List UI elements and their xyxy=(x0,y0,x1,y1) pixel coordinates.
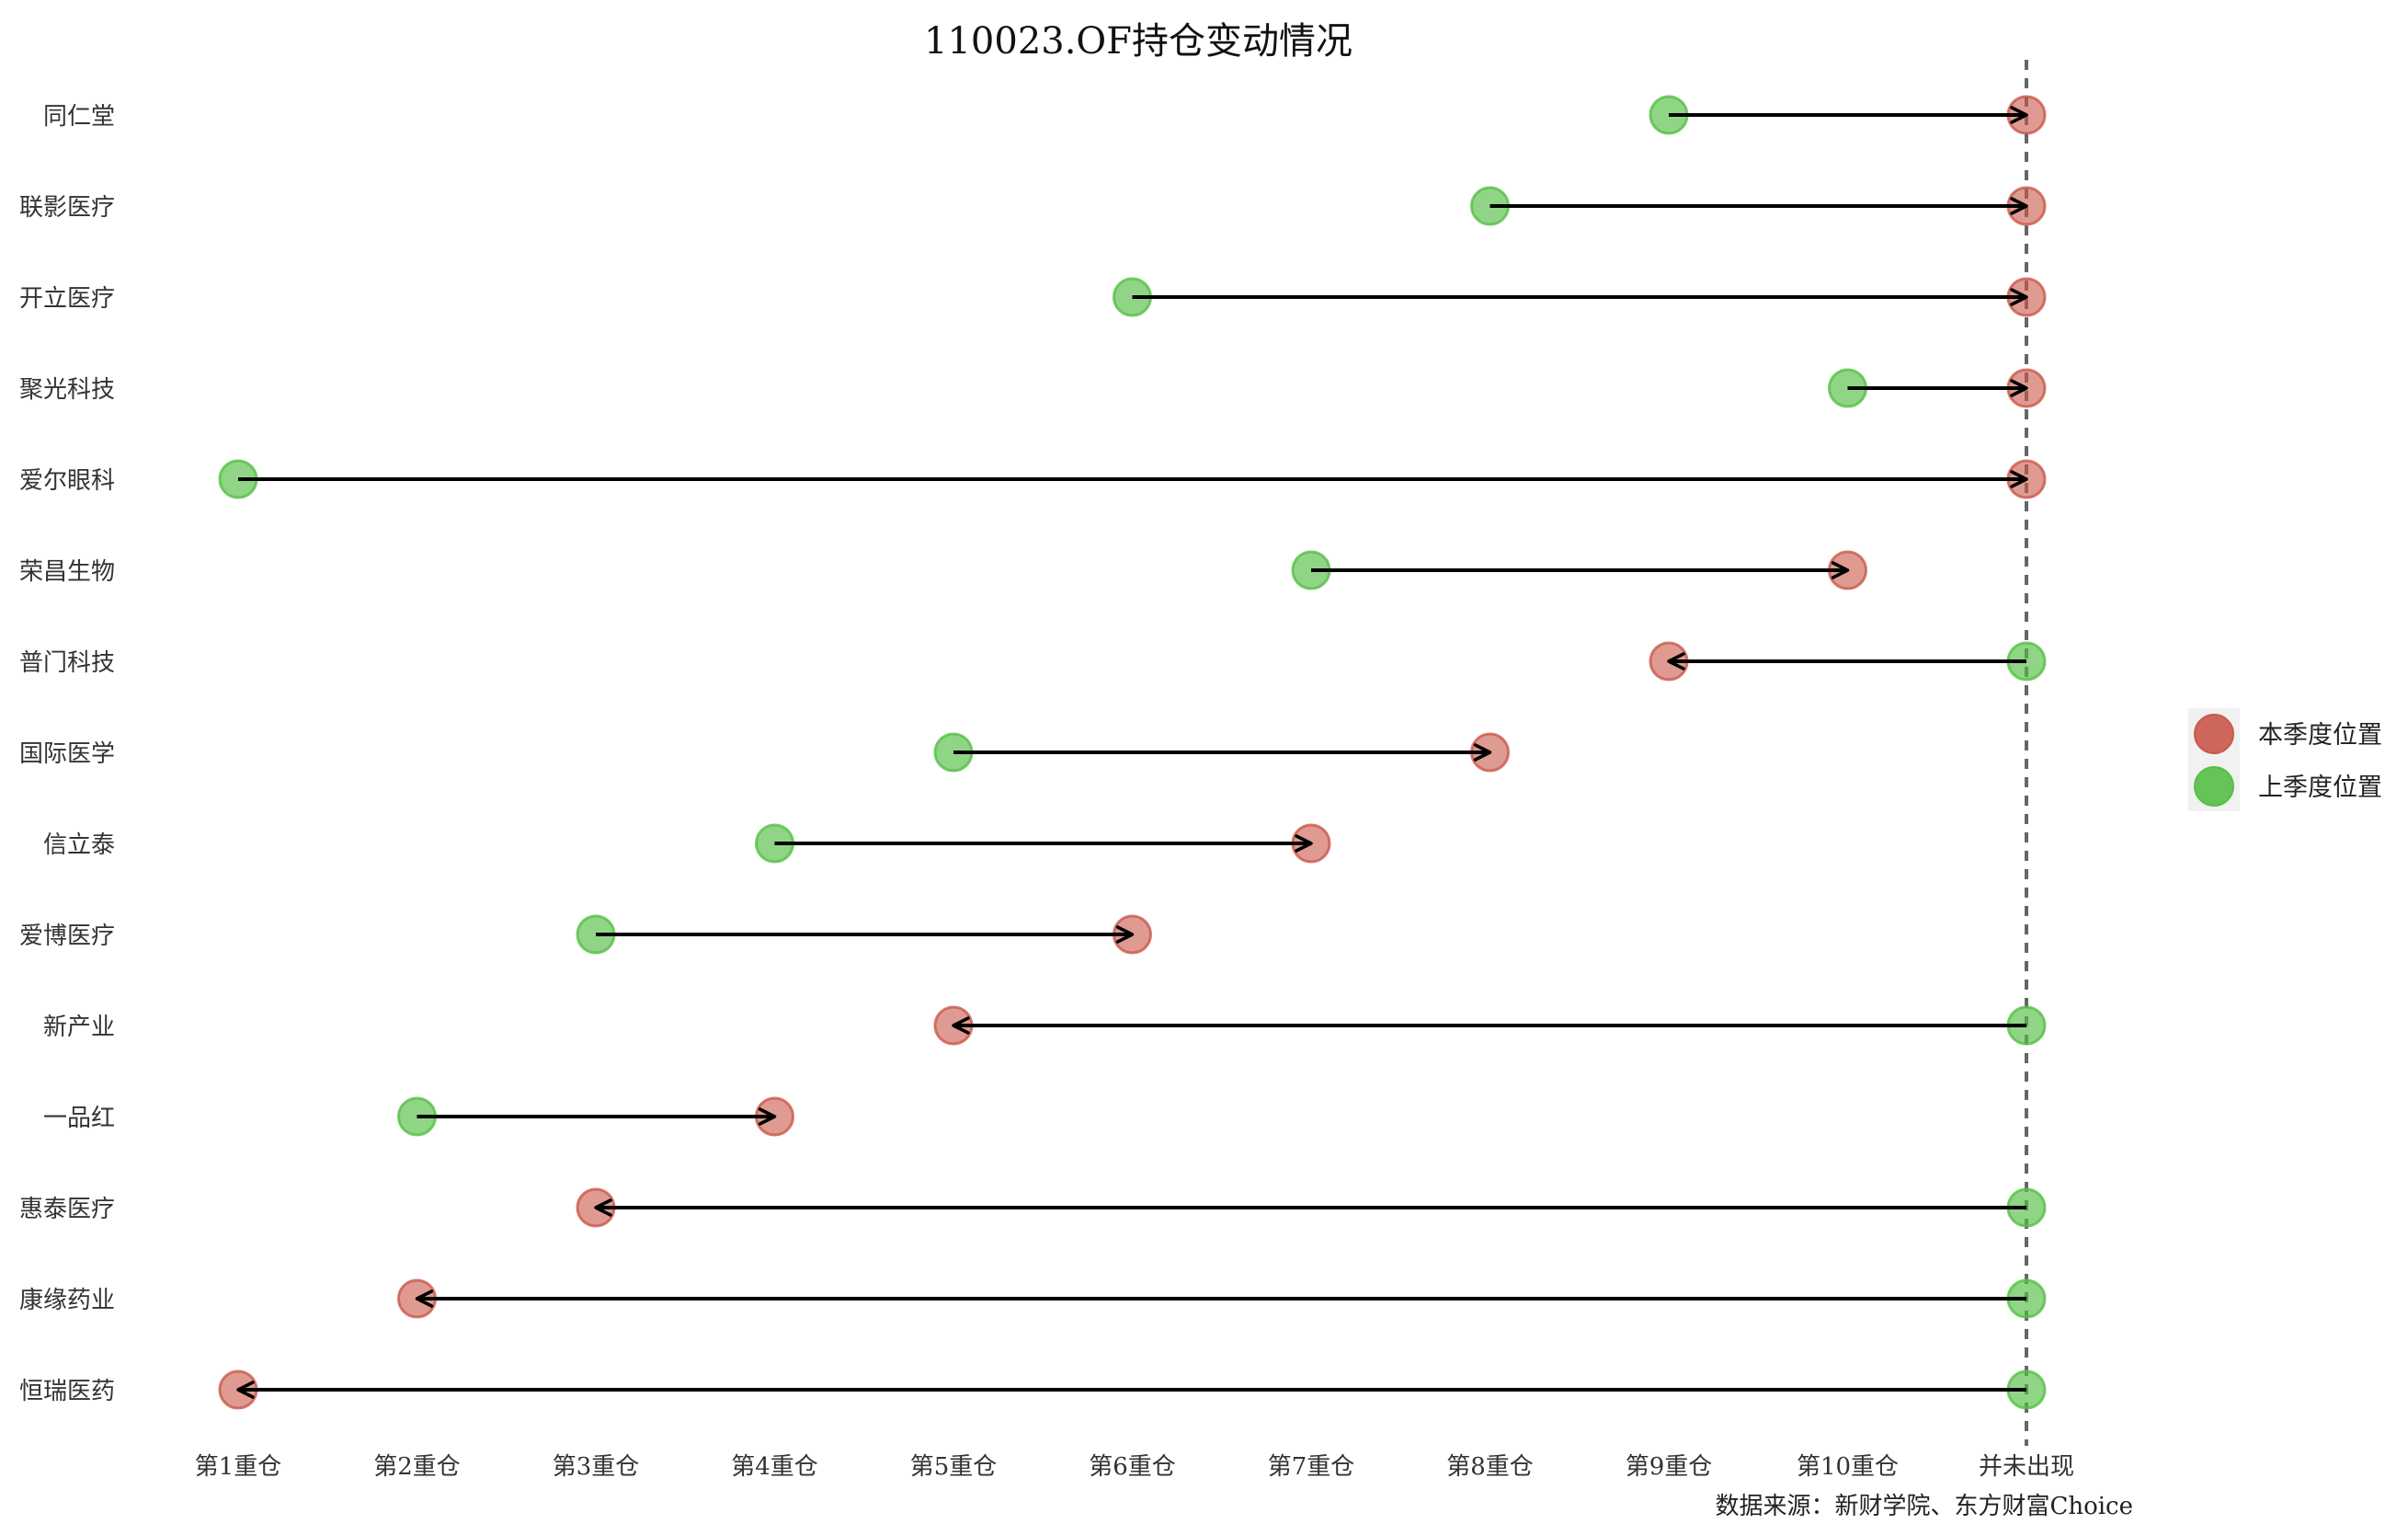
stock-row: 开立医疗 xyxy=(19,277,2047,317)
stock-row: 惠泰医疗 xyxy=(19,1187,2047,1228)
stock-name-label: 联影医疗 xyxy=(19,194,115,222)
stock-row: 同仁堂 xyxy=(43,95,2047,135)
stock-name-label: 恒瑞医药 xyxy=(19,1378,115,1405)
stock-name-label: 爱尔眼科 xyxy=(19,467,115,495)
plot-area: 第1重仓 第2重仓 第3重仓 第4重仓 第5重仓 第6重仓 第7重仓 第8重仓 第9重仓 第10重… xyxy=(19,60,2074,1481)
stock-row: 一品红 xyxy=(43,1096,794,1137)
stock-name-label: 荣昌生物 xyxy=(19,558,115,586)
x-tick-label: 第6重仓 xyxy=(1089,1453,1176,1481)
stock-row: 国际医学 xyxy=(19,732,1510,773)
legend-label: 上季度位置 xyxy=(2258,773,2382,802)
stock-row: 新产业 xyxy=(43,1005,2047,1046)
x-tick-label: 第3重仓 xyxy=(553,1453,640,1481)
chart-title: 110023.OF持仓变动情况 xyxy=(924,20,1352,63)
stock-name-label: 开立医疗 xyxy=(19,285,115,313)
stock-name-label: 聚光科技 xyxy=(19,376,115,404)
stock-name-label: 普门科技 xyxy=(19,649,115,677)
x-tick-label: 并未出现 xyxy=(1979,1453,2074,1481)
stock-row: 荣昌生物 xyxy=(19,550,1867,590)
stock-name-label: 新产业 xyxy=(43,1014,115,1041)
stock-row: 信立泰 xyxy=(43,823,1331,864)
stock-name-label: 国际医学 xyxy=(19,740,115,768)
stock-name-label: 一品红 xyxy=(43,1105,115,1132)
stock-name-label: 爱博医疗 xyxy=(19,922,115,950)
x-tick-label: 第10重仓 xyxy=(1797,1453,1899,1481)
stock-row: 普门科技 xyxy=(19,641,2047,682)
stock-row: 联影医疗 xyxy=(19,186,2047,226)
stock-row: 爱尔眼科 xyxy=(19,459,2047,499)
stock-name-label: 同仁堂 xyxy=(43,103,115,131)
x-tick-label: 第5重仓 xyxy=(910,1453,998,1481)
stock-row: 爱博医疗 xyxy=(19,914,1152,955)
x-tick-label: 第1重仓 xyxy=(195,1453,282,1481)
stock-name-label: 惠泰医疗 xyxy=(19,1196,115,1223)
stock-row: 恒瑞医药 xyxy=(19,1369,2047,1410)
legend-marker xyxy=(2194,714,2234,754)
x-tick-label: 第7重仓 xyxy=(1268,1453,1355,1481)
stock-row: 康缘药业 xyxy=(19,1278,2047,1319)
legend-label: 本季度位置 xyxy=(2258,721,2382,750)
stock-row: 聚光科技 xyxy=(19,368,2047,408)
data-source-note: 数据来源：新财学院、东方财富Choice xyxy=(1715,1493,2133,1520)
stock-name-label: 信立泰 xyxy=(43,831,115,859)
x-tick-label: 第8重仓 xyxy=(1446,1453,1534,1481)
legend-marker xyxy=(2194,766,2234,807)
stock-name-label: 康缘药业 xyxy=(19,1287,115,1314)
x-tick-label: 第2重仓 xyxy=(373,1453,461,1481)
x-tick-label: 第9重仓 xyxy=(1626,1453,1713,1481)
x-tick-label: 第4重仓 xyxy=(731,1453,818,1481)
